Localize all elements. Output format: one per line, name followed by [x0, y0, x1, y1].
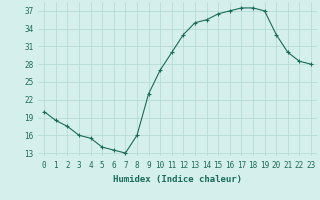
- X-axis label: Humidex (Indice chaleur): Humidex (Indice chaleur): [113, 175, 242, 184]
